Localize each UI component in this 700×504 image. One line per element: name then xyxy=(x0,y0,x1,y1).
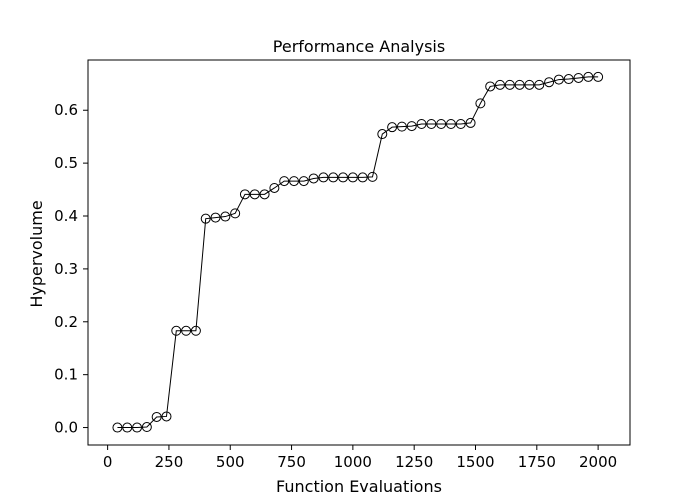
data-point xyxy=(553,74,564,85)
data-point xyxy=(220,211,231,222)
x-axis: 0 250 500 750 1000 1250 1500 1750 2000 xyxy=(103,445,617,471)
data-point xyxy=(171,325,182,336)
data-point xyxy=(269,182,280,193)
data-point xyxy=(534,79,545,90)
data-point xyxy=(544,77,555,88)
y-tick-label: 0.3 xyxy=(54,260,78,278)
data-point xyxy=(239,189,250,200)
data-point xyxy=(328,172,339,183)
data-point xyxy=(279,176,290,187)
data-point xyxy=(357,172,368,183)
data-point xyxy=(289,176,300,187)
data-point xyxy=(396,121,407,132)
data-point xyxy=(298,176,309,187)
data-point xyxy=(593,71,604,82)
series-points xyxy=(112,71,604,433)
data-point xyxy=(338,172,349,183)
x-tick-label: 1000 xyxy=(334,453,372,471)
x-tick-label: 250 xyxy=(155,453,184,471)
data-point xyxy=(573,72,584,83)
x-tick-label: 0 xyxy=(103,453,113,471)
data-point xyxy=(387,122,398,133)
data-point xyxy=(465,117,476,128)
data-point xyxy=(563,74,574,85)
y-axis: 0.0 0.1 0.2 0.3 0.4 0.5 0.6 xyxy=(54,101,88,437)
data-point xyxy=(308,173,319,184)
data-point xyxy=(475,98,486,109)
x-axis-label: Function Evaluations xyxy=(276,477,442,496)
data-point xyxy=(200,213,211,224)
data-point xyxy=(249,189,260,200)
y-tick-label: 0.6 xyxy=(54,101,78,119)
x-tick-label: 1250 xyxy=(395,453,433,471)
x-tick-label: 500 xyxy=(216,453,245,471)
data-point xyxy=(161,411,172,422)
data-point xyxy=(583,71,594,82)
data-point xyxy=(514,79,525,90)
y-tick-label: 0.1 xyxy=(54,366,78,384)
data-point xyxy=(377,129,388,140)
data-point xyxy=(141,422,152,433)
data-point xyxy=(230,208,241,219)
y-tick-label: 0.4 xyxy=(54,207,78,225)
data-point xyxy=(112,422,123,433)
x-tick-label: 1500 xyxy=(456,453,494,471)
x-tick-label: 750 xyxy=(277,453,306,471)
data-point xyxy=(485,81,496,92)
y-tick-label: 0.5 xyxy=(54,154,78,172)
data-point xyxy=(495,79,506,90)
data-point xyxy=(151,411,162,422)
data-point xyxy=(367,171,378,182)
data-point xyxy=(347,172,358,183)
data-point xyxy=(504,79,515,90)
plot-area xyxy=(87,59,631,446)
y-tick-label: 0.2 xyxy=(54,313,78,331)
data-point xyxy=(318,172,329,183)
data-point xyxy=(416,118,427,129)
data-point xyxy=(190,325,201,336)
y-tick-label: 0.0 xyxy=(54,419,78,437)
data-point xyxy=(181,325,192,336)
data-point xyxy=(445,118,456,129)
data-point xyxy=(426,118,437,129)
data-point xyxy=(122,422,133,433)
data-point xyxy=(210,212,221,223)
data-point xyxy=(455,118,466,129)
data-point xyxy=(259,189,270,200)
data-point xyxy=(436,118,447,129)
x-tick-label: 1750 xyxy=(518,453,556,471)
chart-title: Performance Analysis xyxy=(273,37,445,56)
y-axis-label: Hypervolume xyxy=(27,200,46,307)
data-point xyxy=(524,79,535,90)
data-point xyxy=(132,422,143,433)
x-tick-label: 2000 xyxy=(579,453,617,471)
data-point xyxy=(406,121,417,132)
